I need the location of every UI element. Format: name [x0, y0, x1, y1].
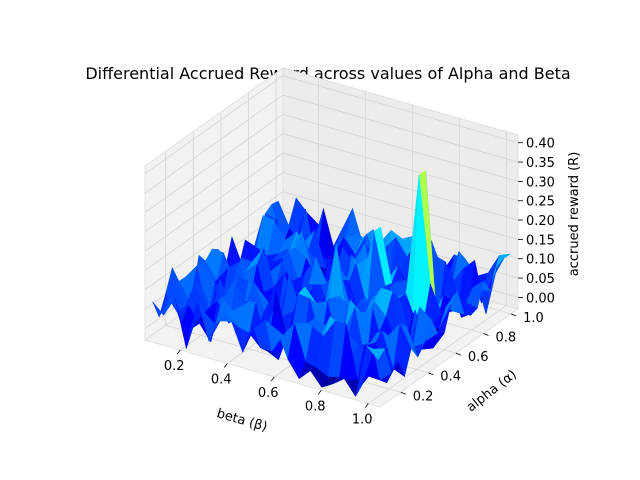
- x-tick-label: 0.8: [305, 399, 326, 414]
- x-tick-mark: [317, 390, 322, 395]
- y-tick-label: 1.0: [523, 311, 544, 326]
- z-tick-label: 0.30: [526, 175, 555, 190]
- x-tick-mark: [364, 403, 369, 408]
- y-tick-label: 0.6: [468, 350, 489, 365]
- z-tick-label: 0.05: [526, 272, 555, 287]
- y-tick-label: 0.8: [496, 331, 517, 346]
- grid-line-reward: [144, 171, 519, 271]
- y-axis-label: alpha (α): [464, 367, 520, 415]
- grid-line-reward: [144, 113, 519, 213]
- grid-line-reward: [144, 152, 519, 252]
- y-tick-mark: [455, 352, 462, 356]
- axis-ticks: 0.2 0.4 0.6 0.8 1.0 0.2 0.4 0.6 0.8 1.0 0.00 0.05 0.…: [164, 137, 555, 428]
- x-tick-label: 0.4: [211, 372, 232, 387]
- y-tick-mark: [400, 391, 406, 395]
- x-tick-mark: [223, 363, 228, 368]
- z-tick-label: 0.25: [526, 195, 555, 210]
- x-tick-label: 0.6: [258, 386, 279, 401]
- grid-line-reward: [144, 191, 519, 291]
- y-tick-mark: [483, 333, 489, 336]
- grid-line-reward: [144, 133, 519, 233]
- grid-line-reward: [144, 94, 519, 194]
- y-tick-mark: [428, 372, 434, 376]
- z-tick-label: 0.10: [526, 253, 555, 268]
- chart-title: Differential Accrued Reward across value…: [85, 64, 570, 83]
- surface-mesh: [152, 169, 511, 397]
- z-tick-label: 0.35: [526, 156, 555, 171]
- z-tick-label: 0.00: [526, 291, 555, 306]
- z-tick-label: 0.15: [526, 233, 555, 248]
- x-tick-label: 0.2: [164, 359, 185, 374]
- x-tick-mark: [176, 349, 181, 355]
- x-axis-label: beta (β): [215, 406, 269, 435]
- x-tick-label: 1.0: [352, 413, 373, 428]
- grid-line-reward: [144, 75, 519, 175]
- z-tick-label: 0.40: [526, 137, 555, 152]
- y-tick-label: 0.4: [440, 370, 461, 385]
- x-tick-mark: [270, 376, 275, 382]
- z-tick-label: 0.20: [526, 214, 555, 229]
- grid-line-beta: [368, 131, 507, 404]
- y-tick-mark: [510, 313, 517, 317]
- z-axis-label: accrued reward (R): [567, 152, 582, 277]
- surface-facet: [366, 345, 386, 361]
- y-tick-label: 0.2: [413, 389, 434, 404]
